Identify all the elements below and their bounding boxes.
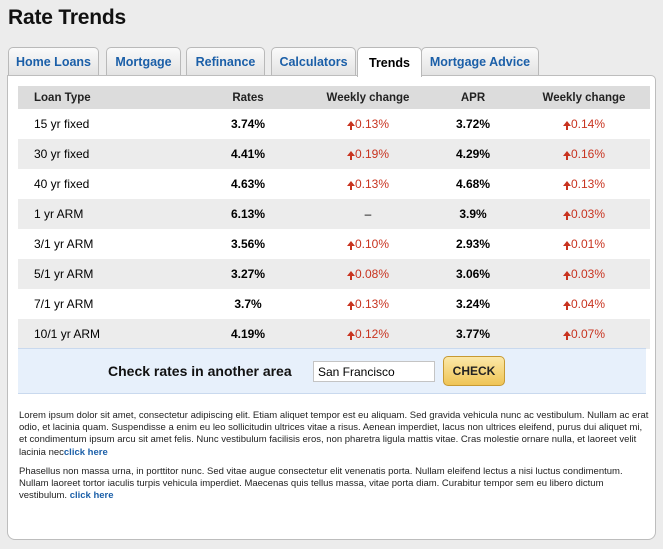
apr-change: 0.03% — [570, 207, 606, 221]
apr: 2.93% — [455, 237, 491, 251]
apr: 4.68% — [455, 177, 491, 191]
rate: 3.27% — [188, 259, 308, 289]
loan-type: 5/1 yr ARM — [18, 259, 188, 289]
arrow-up-icon — [562, 241, 571, 250]
apr-change: 0.07% — [570, 327, 606, 341]
rate-change: 0.13% — [354, 117, 390, 131]
arrow-up-icon — [346, 301, 355, 310]
loan-type: 40 yr fixed — [34, 177, 90, 191]
check-rates-bar: Check rates in another area CHECK — [18, 348, 646, 394]
rate-change: 0.12% — [354, 327, 390, 341]
header-rates: Rates — [188, 86, 308, 109]
tab-trends[interactable]: Trends — [357, 47, 422, 77]
arrow-up-icon — [346, 331, 355, 340]
apr-change: 0.03% — [570, 267, 606, 281]
table-row: 30 yr fixed 4.41% 0.19% 4.29% 0.16% — [18, 139, 650, 169]
rate-change: 0.19% — [354, 147, 390, 161]
lorem-paragraph-2: Phasellus non massa urna, in porttitor n… — [19, 466, 649, 503]
apr-change: 0.01% — [570, 237, 606, 251]
rate: 3.7% — [234, 297, 262, 311]
rate: 3.56% — [230, 237, 266, 251]
apr: 3.24% — [455, 297, 491, 311]
rate-change: 0.10% — [354, 237, 390, 251]
rate: 4.19% — [188, 319, 308, 349]
rate-change: 0.08% — [354, 267, 390, 281]
apr-change: 0.04% — [570, 297, 606, 311]
arrow-up-icon — [562, 331, 571, 340]
rate: 4.41% — [188, 139, 308, 169]
location-input[interactable] — [313, 361, 435, 382]
arrow-up-icon — [346, 271, 355, 280]
header-weekly-change: Weekly change — [308, 86, 428, 109]
table-row: 5/1 yr ARM 3.27% 0.08% 3.06% 0.03% — [18, 259, 650, 289]
arrow-up-icon — [346, 121, 355, 130]
click-here-link[interactable]: click here — [69, 490, 114, 502]
arrow-up-icon — [562, 301, 571, 310]
lorem-paragraph-1: Lorem ipsum dolor sit amet, consectetur … — [19, 410, 649, 459]
tab-home-loans[interactable]: Home Loans — [8, 47, 99, 76]
apr-change: 0.13% — [570, 177, 606, 191]
rate-change: – — [364, 207, 372, 221]
tab-mortgage[interactable]: Mortgage — [106, 47, 181, 76]
apr: 3.06% — [428, 259, 518, 289]
apr: 4.29% — [428, 139, 518, 169]
paragraph-text: Lorem ipsum dolor sit amet, consectetur … — [19, 410, 649, 458]
arrow-up-icon — [562, 121, 571, 130]
tab-refinance[interactable]: Refinance — [186, 47, 265, 76]
arrow-up-icon — [346, 241, 355, 250]
loan-type: 10/1 yr ARM — [18, 319, 188, 349]
arrow-up-icon — [562, 211, 571, 220]
rates-table: Loan Type Rates Weekly change APR Weekly… — [18, 86, 650, 349]
table-row: 40 yr fixed 4.63% 0.13% 4.68% 0.13% — [18, 169, 650, 199]
rate: 6.13% — [188, 199, 308, 229]
loan-type: 15 yr fixed — [34, 117, 90, 131]
header-apr-weekly-change: Weekly change — [518, 86, 650, 109]
arrow-up-icon — [346, 151, 355, 160]
apr: 3.77% — [428, 319, 518, 349]
apr-change: 0.14% — [570, 117, 606, 131]
check-rates-label: Check rates in another area — [108, 363, 292, 379]
click-here-link[interactable]: click here — [63, 446, 108, 458]
arrow-up-icon — [562, 271, 571, 280]
apr: 3.9% — [428, 199, 518, 229]
header-loan-type: Loan Type — [18, 86, 188, 109]
paragraph-text: Phasellus non massa urna, in porttitor n… — [19, 466, 623, 502]
trends-panel: Loan Type Rates Weekly change APR Weekly… — [7, 75, 656, 540]
table-header-row: Loan Type Rates Weekly change APR Weekly… — [18, 86, 650, 109]
apr: 3.72% — [455, 117, 491, 131]
rate: 4.63% — [230, 177, 266, 191]
loan-type: 1 yr ARM — [18, 199, 188, 229]
rate-change: 0.13% — [354, 177, 390, 191]
loan-type: 30 yr fixed — [18, 139, 188, 169]
rate-change: 0.13% — [354, 297, 390, 311]
page-title: Rate Trends — [8, 6, 127, 29]
tab-mortgage-advice[interactable]: Mortgage Advice — [421, 47, 539, 76]
loan-type: 3/1 yr ARM — [34, 237, 94, 251]
table-row: 1 yr ARM 6.13% – 3.9% 0.03% — [18, 199, 650, 229]
check-button[interactable]: CHECK — [443, 356, 505, 386]
apr-change: 0.16% — [570, 147, 606, 161]
table-row: 15 yr fixed 3.74% 0.13% 3.72% 0.14% — [18, 109, 650, 139]
loan-type: 7/1 yr ARM — [34, 297, 94, 311]
arrow-up-icon — [346, 181, 355, 190]
table-row: 10/1 yr ARM 4.19% 0.12% 3.77% 0.07% — [18, 319, 650, 349]
tab-calculators[interactable]: Calculators — [271, 47, 356, 76]
arrow-up-icon — [562, 181, 571, 190]
rate: 3.74% — [230, 117, 266, 131]
arrow-up-icon — [562, 151, 571, 160]
table-row: 7/1 yr ARM 3.7% 0.13% 3.24% 0.04% — [18, 289, 650, 319]
header-apr: APR — [428, 86, 518, 109]
table-row: 3/1 yr ARM 3.56% 0.10% 2.93% 0.01% — [18, 229, 650, 259]
